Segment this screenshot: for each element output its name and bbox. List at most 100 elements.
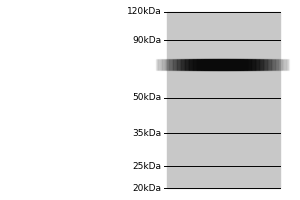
Bar bbox=[235, 59, 236, 70]
Bar bbox=[242, 59, 243, 70]
Bar bbox=[256, 59, 257, 70]
Bar bbox=[280, 59, 281, 70]
Bar bbox=[274, 59, 275, 70]
Bar bbox=[278, 59, 279, 70]
Bar bbox=[252, 59, 253, 70]
Bar bbox=[285, 59, 286, 70]
Bar bbox=[169, 59, 170, 70]
Bar bbox=[221, 59, 222, 70]
Bar bbox=[204, 59, 205, 70]
Bar bbox=[203, 59, 204, 70]
Bar bbox=[253, 59, 254, 70]
Bar bbox=[215, 59, 216, 70]
Bar bbox=[212, 59, 213, 70]
Bar bbox=[234, 59, 235, 70]
Bar bbox=[225, 59, 226, 70]
Bar bbox=[182, 59, 183, 70]
Bar bbox=[186, 59, 187, 70]
Bar bbox=[175, 59, 176, 70]
Bar bbox=[249, 59, 250, 70]
Bar bbox=[272, 59, 273, 70]
Bar bbox=[217, 59, 218, 70]
Bar bbox=[264, 59, 265, 70]
Bar bbox=[263, 59, 264, 70]
Bar bbox=[208, 59, 209, 70]
Bar bbox=[275, 59, 276, 70]
Bar bbox=[240, 59, 241, 70]
Bar bbox=[226, 59, 227, 70]
Bar bbox=[167, 12, 280, 188]
Text: 35kDa: 35kDa bbox=[132, 129, 161, 138]
Bar bbox=[206, 59, 207, 70]
Bar bbox=[180, 59, 181, 70]
Bar bbox=[192, 59, 193, 70]
Bar bbox=[230, 59, 231, 70]
Bar bbox=[165, 59, 166, 70]
Bar bbox=[220, 59, 221, 70]
Bar bbox=[236, 59, 237, 70]
Bar bbox=[270, 59, 271, 70]
Bar bbox=[177, 59, 178, 70]
Bar bbox=[238, 59, 239, 70]
Bar bbox=[260, 59, 261, 70]
Bar bbox=[189, 59, 190, 70]
Bar bbox=[185, 59, 186, 70]
Bar bbox=[279, 59, 280, 70]
Bar bbox=[213, 59, 214, 70]
Bar bbox=[258, 59, 259, 70]
Text: 25kDa: 25kDa bbox=[133, 162, 161, 171]
Bar bbox=[233, 59, 234, 70]
Bar bbox=[265, 59, 266, 70]
Bar bbox=[243, 59, 244, 70]
Bar bbox=[241, 59, 242, 70]
Bar bbox=[219, 59, 220, 70]
Bar bbox=[227, 59, 228, 70]
Bar bbox=[237, 59, 238, 70]
Bar bbox=[169, 59, 170, 70]
Bar bbox=[174, 59, 175, 70]
Text: 20kDa: 20kDa bbox=[133, 184, 161, 193]
Bar bbox=[276, 59, 277, 70]
Bar bbox=[187, 59, 188, 70]
Bar bbox=[228, 59, 229, 70]
Bar bbox=[266, 59, 267, 70]
Bar bbox=[231, 59, 232, 70]
Bar bbox=[157, 59, 158, 70]
Bar bbox=[261, 59, 262, 70]
Bar bbox=[224, 59, 225, 70]
Bar bbox=[191, 59, 192, 70]
Bar bbox=[248, 59, 249, 70]
Bar bbox=[173, 59, 174, 70]
Bar bbox=[245, 59, 246, 70]
Bar bbox=[200, 59, 201, 70]
Bar bbox=[273, 59, 274, 70]
Bar bbox=[259, 59, 260, 70]
Bar bbox=[209, 59, 210, 70]
Bar bbox=[222, 59, 223, 70]
Bar bbox=[172, 59, 173, 70]
Bar bbox=[194, 59, 195, 70]
Text: 90kDa: 90kDa bbox=[132, 36, 161, 45]
Bar bbox=[158, 59, 159, 70]
Bar bbox=[250, 59, 251, 70]
Bar bbox=[176, 59, 177, 70]
Bar bbox=[269, 59, 270, 70]
Bar bbox=[196, 59, 197, 70]
Bar bbox=[199, 59, 200, 70]
Text: 120kDa: 120kDa bbox=[127, 7, 161, 16]
Bar bbox=[205, 59, 206, 70]
Bar bbox=[214, 59, 215, 70]
Bar bbox=[271, 59, 272, 70]
Bar bbox=[287, 59, 288, 70]
Bar bbox=[178, 59, 179, 70]
Bar bbox=[171, 59, 172, 70]
Bar bbox=[201, 59, 202, 70]
Bar bbox=[193, 59, 194, 70]
Bar bbox=[284, 59, 285, 70]
Bar bbox=[218, 59, 219, 70]
Bar bbox=[156, 59, 157, 70]
Bar bbox=[198, 59, 199, 70]
Bar bbox=[267, 59, 268, 70]
Bar bbox=[255, 59, 256, 70]
Bar bbox=[254, 59, 255, 70]
